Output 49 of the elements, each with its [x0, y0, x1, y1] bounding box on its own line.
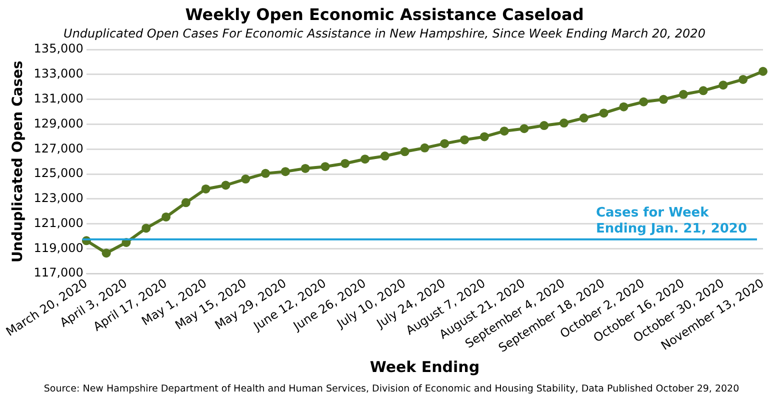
point — [500, 126, 509, 136]
point — [360, 154, 370, 164]
point — [320, 162, 330, 172]
point — [380, 152, 390, 161]
point — [400, 147, 410, 156]
point — [142, 224, 151, 233]
y-tick-label: 125,000 — [34, 166, 84, 180]
point — [520, 124, 529, 134]
point — [659, 94, 668, 104]
chart-subtitle: Unduplicated Open Cases For Economic Assistance in New Hampshire, Since Week Ending March 20, 2020 — [64, 26, 706, 41]
point — [300, 164, 310, 173]
point — [579, 114, 588, 123]
point — [480, 132, 489, 142]
y-tick-label: 117,000 — [34, 266, 84, 280]
y-tick-label: 129,000 — [34, 116, 84, 130]
chart-title: Weekly Open Economic Assistance Caseload — [185, 4, 584, 24]
point — [181, 198, 190, 208]
point — [599, 108, 608, 118]
y-tick-label: 135,000 — [34, 42, 84, 56]
point — [758, 66, 768, 76]
point — [420, 143, 430, 152]
y-tick-label: 133,000 — [34, 66, 84, 81]
y-tick-label: 127,000 — [34, 141, 84, 156]
point — [718, 80, 728, 90]
point — [241, 174, 250, 184]
ref-line-label: Cases for Week Ending Jan. 21, 2020 — [596, 205, 748, 236]
y-tick-label: 121,000 — [34, 216, 84, 230]
point — [678, 90, 688, 99]
point — [261, 168, 270, 178]
point — [102, 248, 111, 258]
point — [738, 74, 748, 84]
point — [639, 97, 648, 106]
point — [201, 184, 210, 194]
point — [440, 139, 450, 148]
y-tick-label: 123,000 — [34, 191, 84, 206]
point — [698, 86, 708, 96]
point — [460, 135, 470, 144]
point — [280, 167, 290, 176]
point — [560, 118, 569, 128]
point — [162, 212, 171, 222]
y-axis-title: Unduplicated Open Cases — [10, 60, 26, 263]
point — [619, 102, 628, 112]
y-tick-label: 131,000 — [34, 92, 84, 106]
point — [340, 158, 350, 168]
source-note: Source: New Hampshire Department of Health and Human Services, Division of Economic and Housing Stability, Data Published October 29, 2020 — [44, 384, 740, 395]
x-axis-title: Week Ending — [370, 358, 480, 376]
point — [540, 121, 549, 130]
y-tick-label: 119,000 — [34, 240, 84, 255]
point — [221, 180, 230, 190]
